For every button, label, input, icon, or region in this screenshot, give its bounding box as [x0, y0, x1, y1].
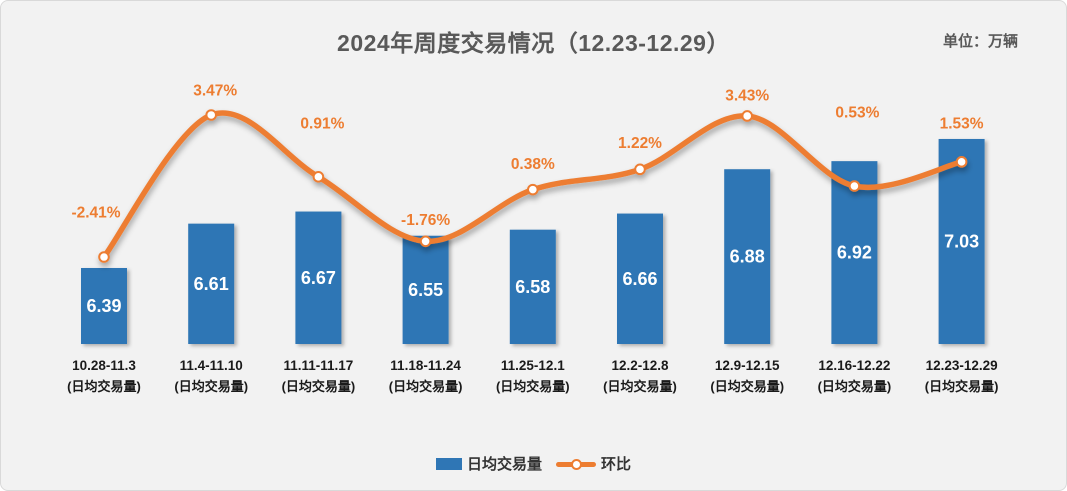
- trend-line: [101, 110, 965, 260]
- bar: [295, 211, 342, 344]
- pct-label: 3.43%: [725, 87, 769, 104]
- pct-label: 0.91%: [300, 115, 344, 132]
- x-axis-sublabel: (日均交易量): [67, 379, 141, 394]
- bar: [81, 267, 127, 344]
- x-axis-sublabel: (日均交易量): [282, 379, 356, 394]
- legend-item-bar: 日均交易量: [435, 453, 542, 474]
- bar-value-label: 6.92: [837, 243, 872, 263]
- x-axis-sublabel: (日均交易量): [603, 379, 677, 394]
- x-axis-label: 11.4-11.10: [180, 358, 243, 373]
- x-axis-label: 11.18-11.24: [390, 358, 461, 373]
- pct-label: 1.53%: [940, 115, 984, 132]
- bar-series: [81, 138, 985, 344]
- bar-value-label: 6.66: [622, 269, 657, 289]
- x-axis-sublabel: (日均交易量): [174, 379, 248, 394]
- trend-marker: [634, 163, 646, 176]
- trend-marker: [419, 235, 432, 248]
- x-axis-label: 12.9-12.15: [715, 358, 780, 373]
- trend-marker: [98, 251, 110, 263]
- x-axis-label: 11.25-12.1: [501, 358, 565, 373]
- bar-value-label: 6.39: [86, 296, 121, 316]
- bar-value-label: 6.58: [515, 277, 550, 297]
- pct-label: 3.47%: [193, 82, 237, 99]
- bar: [188, 223, 235, 344]
- chart-title: 2024年周度交易情况（12.23-12.29）: [337, 30, 730, 56]
- x-axis-sublabel: (日均交易量): [710, 379, 784, 394]
- pct-label: 0.38%: [511, 156, 555, 173]
- trend-marker: [848, 180, 861, 192]
- legend-line-swatch-icon: [556, 458, 596, 470]
- pct-label: -2.41%: [71, 205, 120, 222]
- x-axis-sublabel: (日均交易量): [818, 379, 892, 394]
- x-axis-label: 10.28-11.3: [72, 358, 136, 373]
- chart-plot-area: 6.39 6.61 6.67 6.55 6.58 6.66 6.88 6.92 7.03 10.2…: [52, 82, 1014, 394]
- pct-label: 0.53%: [835, 105, 879, 122]
- x-axis-sublabel: (日均交易量): [496, 379, 570, 394]
- bar: [724, 169, 771, 344]
- legend-bar-label: 日均交易量: [466, 456, 542, 473]
- trend-marker: [312, 171, 325, 183]
- x-axis-label: 11.11-11.17: [283, 358, 353, 373]
- pct-label: -1.76%: [401, 212, 450, 229]
- legend-bar-swatch-icon: [435, 457, 462, 470]
- x-axis-sublabel: (日均交易量): [925, 379, 999, 394]
- trend-marker: [205, 109, 217, 121]
- trend-marker: [527, 183, 539, 196]
- trend-line-series: [98, 109, 968, 263]
- bar: [509, 229, 556, 344]
- x-axis-label: 12.16-12.22: [818, 358, 890, 373]
- x-axis-label: 12.23-12.29: [926, 358, 998, 373]
- bar-value-label: 6.88: [730, 247, 765, 267]
- bar-value-label: 6.55: [408, 280, 443, 300]
- legend-item-line: 环比: [556, 453, 631, 474]
- legend: 日均交易量 环比: [1, 453, 1066, 474]
- bar: [402, 235, 449, 344]
- legend-line-label: 环比: [601, 456, 632, 473]
- x-axis-sublabel: (日均交易量): [389, 379, 463, 394]
- bar-value-label: 6.61: [194, 274, 229, 294]
- pct-label: 1.22%: [618, 135, 662, 152]
- bar-value-label: 7.03: [944, 231, 979, 251]
- bar-value-label: 6.67: [301, 268, 336, 288]
- trend-marker: [741, 110, 754, 122]
- bar: [938, 138, 985, 344]
- x-axis-label: 12.2-12.8: [611, 358, 669, 373]
- bar: [617, 213, 663, 344]
- unit-label: 单位：万辆: [942, 33, 1018, 50]
- trend-marker: [955, 156, 968, 168]
